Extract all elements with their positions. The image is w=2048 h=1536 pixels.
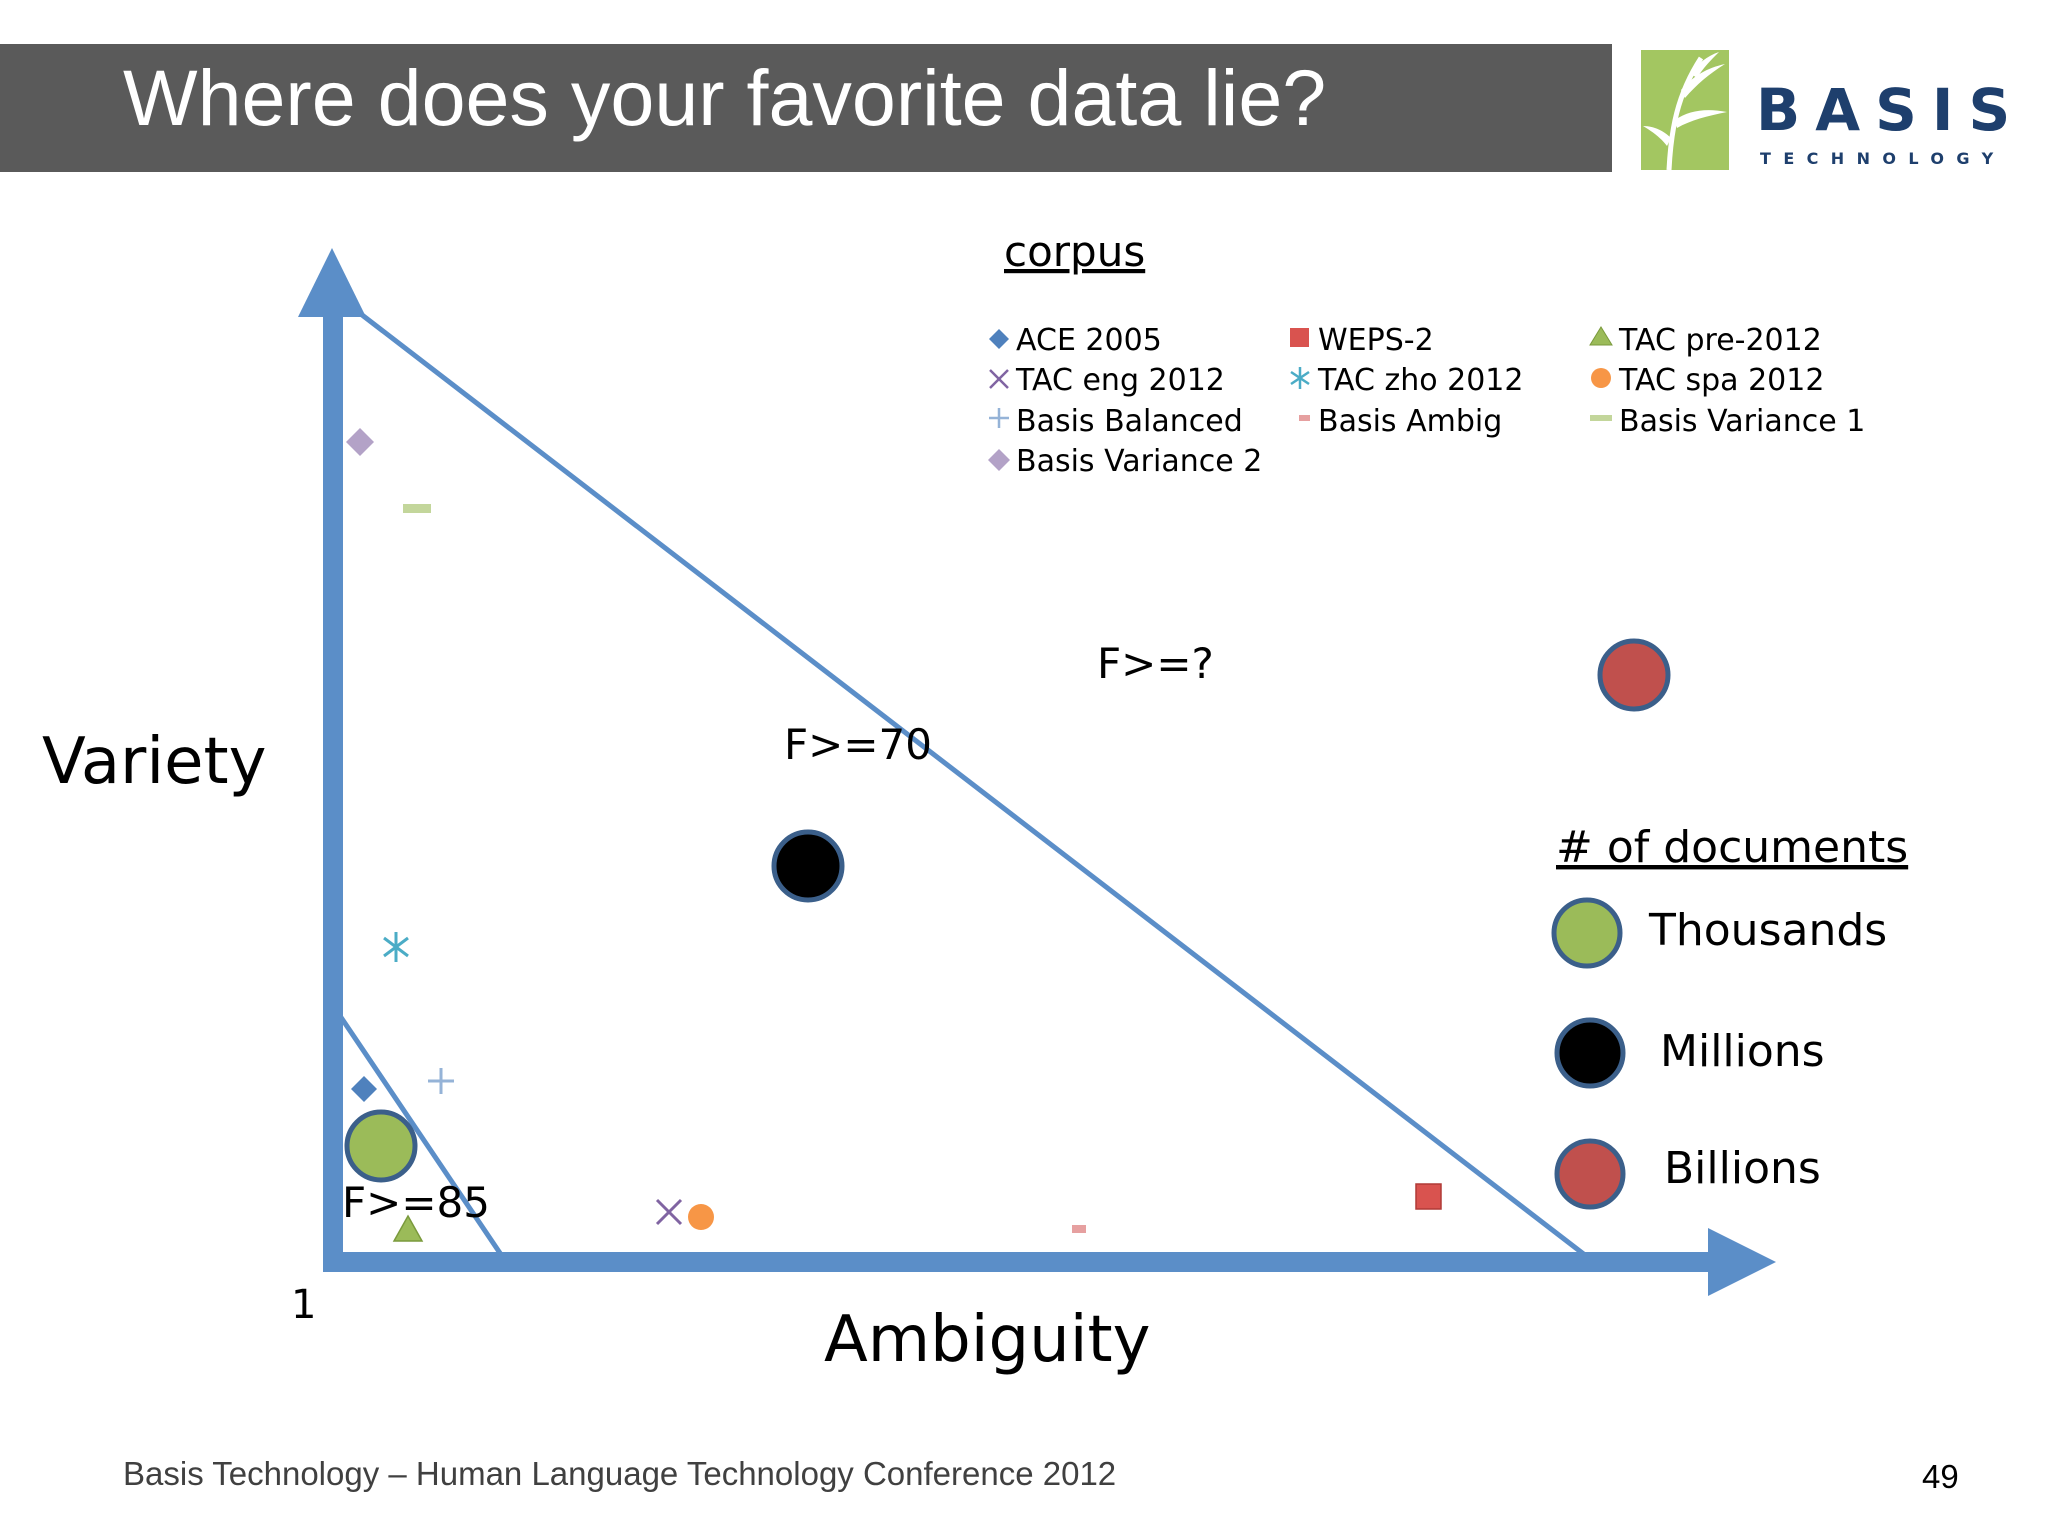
- page-number: 49: [1922, 1458, 1959, 1495]
- region-label-f85: F>=85: [342, 1178, 490, 1227]
- legend-millions-label: Millions: [1660, 1026, 1825, 1077]
- basis-balanced-marker: [428, 1068, 454, 1094]
- ace-2005-marker: [351, 1076, 377, 1102]
- inner-boundary-line: [329, 1002, 509, 1264]
- weps-2-marker: [1415, 1183, 1442, 1210]
- basis-logo: BASIS TECHNOLOGY: [1641, 50, 2010, 170]
- basis-variance-1-marker: [403, 504, 431, 513]
- y-axis-label: Variety: [42, 725, 266, 799]
- legend-tac-eng-2012-icon: [989, 369, 1009, 389]
- legend-basis-balanced-label: Basis Balanced: [1016, 404, 1243, 439]
- corpus-legend-title: corpus: [1004, 227, 1145, 276]
- legend-basis-ambig-label: Basis Ambig: [1318, 404, 1502, 439]
- tac-spa-2012-marker: [688, 1204, 714, 1230]
- region-label-unknown: F>=?: [1097, 639, 1214, 688]
- legend-billions-label: Billions: [1664, 1143, 1821, 1194]
- legend-tac-zho-2012-label: TAC zho 2012: [1317, 363, 1523, 398]
- legend-tac-eng-2012-label: TAC eng 2012: [1015, 363, 1225, 398]
- legend-weps-2-label: WEPS-2: [1318, 323, 1434, 358]
- region-label-f70: F>=70: [784, 720, 932, 769]
- legend-millions-icon: [1554, 1017, 1626, 1089]
- slide-footer: Basis Technology – Human Language Techno…: [123, 1455, 1117, 1492]
- legend-basis-variance-1-icon: [1590, 415, 1612, 421]
- tac-zho-2012-marker: [383, 932, 409, 962]
- legend-ace-2005-label: ACE 2005: [1016, 323, 1162, 358]
- y-axis-arrowhead: [298, 248, 366, 317]
- title-bar: [0, 44, 1612, 172]
- logo-word: BASIS: [1756, 76, 2026, 144]
- millions-bubble: [771, 829, 845, 903]
- legend-basis-variance-1-label: Basis Variance 1: [1619, 404, 1865, 439]
- x-axis-label: Ambiguity: [824, 1303, 1150, 1377]
- legend-tac-spa-2012-icon: [1591, 368, 1611, 388]
- slide-title: Where does your favorite data lie?: [123, 53, 1327, 142]
- outer-boundary-line: [338, 296, 1596, 1264]
- tac-pre-2012-marker: [392, 1214, 424, 1242]
- legend-tac-pre-2012-label: TAC pre-2012: [1618, 323, 1822, 358]
- billions-bubble: [1597, 638, 1671, 712]
- basis-ambig-marker: [1072, 1225, 1086, 1233]
- legend-basis-variance-2-icon: [988, 449, 1010, 471]
- legend-billions-icon: [1554, 1138, 1626, 1210]
- legend-weps-2-icon: [1290, 328, 1309, 347]
- size-legend-title: # of documents: [1556, 822, 1908, 873]
- legend-thousands-icon: [1551, 897, 1623, 969]
- origin-label: 1: [291, 1282, 316, 1328]
- legend-thousands-label: Thousands: [1648, 905, 1887, 956]
- legend-basis-variance-2-label: Basis Variance 2: [1016, 444, 1262, 479]
- legend-basis-ambig-icon: [1299, 415, 1310, 421]
- basis-variance-2-marker: [346, 428, 374, 456]
- legend-ace-2005-icon: [989, 329, 1009, 349]
- x-axis-arrowhead: [1708, 1228, 1776, 1296]
- tac-eng-2012-marker: [655, 1198, 683, 1226]
- legend-tac-pre-2012-icon: [1589, 326, 1613, 346]
- logo-subword: TECHNOLOGY: [1760, 149, 2006, 168]
- legend-tac-spa-2012-label: TAC spa 2012: [1618, 363, 1824, 398]
- bamboo-leaf-icon: [1641, 50, 1729, 170]
- legend-tac-zho-2012-icon: [1290, 367, 1310, 389]
- thousands-bubble: [344, 1109, 418, 1183]
- legend-basis-balanced-icon: [989, 408, 1009, 428]
